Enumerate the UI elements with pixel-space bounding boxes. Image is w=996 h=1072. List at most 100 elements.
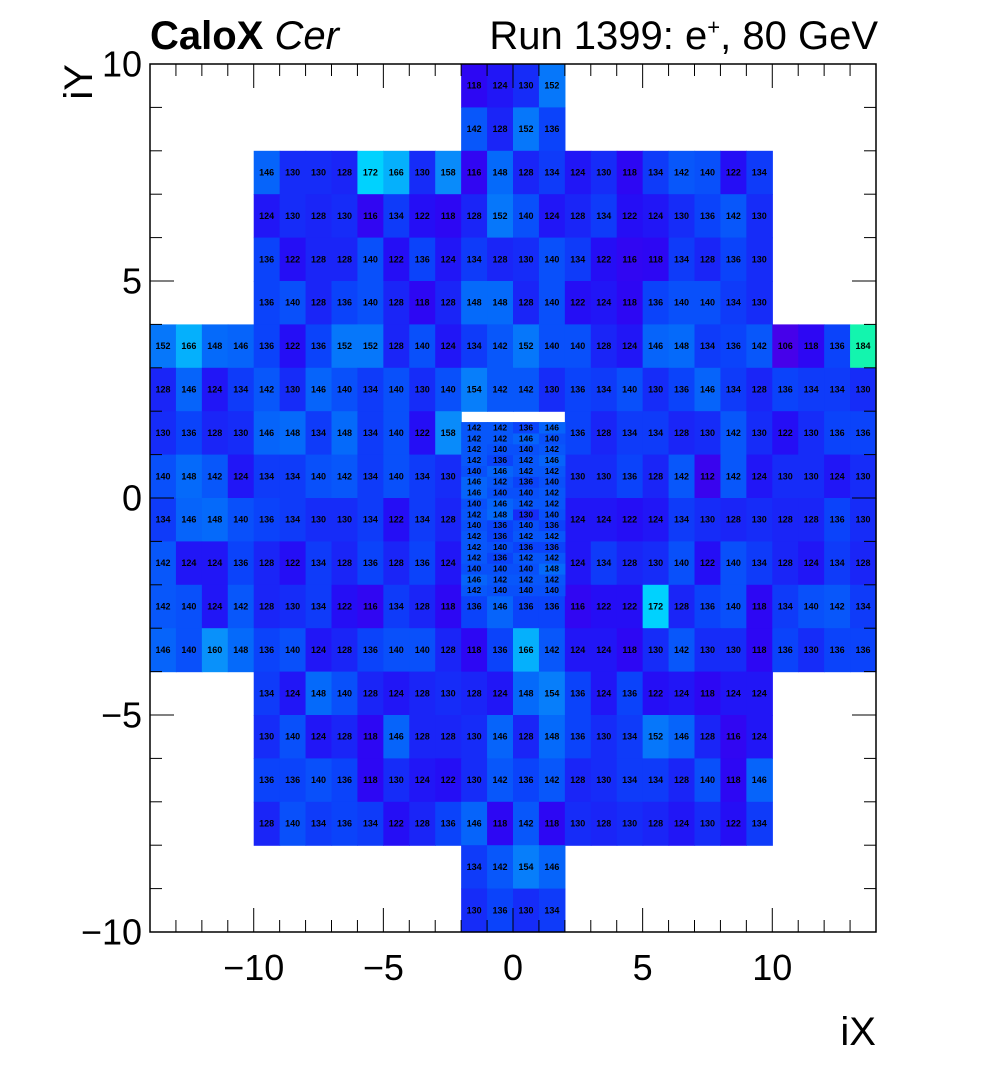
heatmap-cell [538, 508, 566, 521]
cell-value-label: 140 [415, 645, 430, 655]
heatmap-cell [564, 194, 592, 239]
cell-value-label: 142 [233, 602, 248, 612]
cell-value-label: 140 [389, 385, 404, 395]
heatmap-cell [461, 64, 488, 108]
heatmap-cell [150, 324, 177, 369]
heatmap-cell [538, 64, 566, 108]
heatmap-cell [409, 628, 436, 673]
cell-value-label: 146 [493, 498, 507, 508]
cell-value-label: 122 [441, 775, 456, 785]
cell-value-label: 134 [311, 819, 326, 829]
heatmap-cell [616, 324, 644, 369]
cell-value-label: 142 [467, 531, 481, 541]
heatmap-cell [513, 324, 540, 369]
cell-value-label: 148 [467, 298, 482, 308]
cell-value-label: 146 [648, 341, 663, 351]
cell-value-label: 146 [259, 168, 274, 178]
cell-value-label: 136 [493, 905, 508, 915]
cell-value-label: 136 [544, 602, 559, 612]
cell-value-label: 136 [259, 298, 274, 308]
cell-value-label: 116 [571, 602, 586, 612]
heatmap-cell [409, 324, 436, 369]
cell-value-label: 146 [233, 341, 248, 351]
x-axis-label: iX [840, 1010, 876, 1054]
cell-value-label: 146 [181, 385, 196, 395]
heatmap-cell [513, 150, 540, 195]
heatmap-cell [850, 324, 877, 369]
cell-value-label: 154 [518, 862, 533, 872]
cell-value-label: 140 [337, 688, 352, 698]
cell-value-label: 124 [648, 515, 663, 525]
cell-value-label: 122 [337, 602, 352, 612]
heatmap-cell [642, 541, 670, 586]
heatmap-cell [824, 367, 851, 412]
cell-value-label: 140 [544, 254, 559, 264]
cell-value-label: 134 [363, 819, 378, 829]
cell-value-label: 124 [441, 341, 456, 351]
heatmap-cell [513, 498, 540, 510]
heatmap-cell [175, 498, 203, 542]
heatmap-cell [331, 324, 359, 369]
cell-value-label: 124 [674, 819, 689, 829]
heatmap-cell [383, 758, 410, 803]
cell-value-label: 136 [726, 341, 741, 351]
heatmap-cell [357, 541, 384, 586]
cell-value-label: 118 [648, 254, 663, 264]
heatmap-cell [798, 367, 825, 412]
heatmap-cell [357, 454, 384, 499]
cell-value-label: 128 [804, 515, 819, 525]
heatmap-cell [461, 801, 488, 846]
heatmap-cell [850, 584, 877, 629]
cell-value-label: 142 [467, 422, 481, 432]
cell-value-label: 142 [493, 422, 507, 432]
cell-value-label: 136 [830, 428, 845, 438]
heatmap-cell [461, 628, 488, 673]
cell-value-label: 142 [493, 574, 507, 584]
heatmap-cell [824, 454, 851, 499]
cell-value-label: 128 [467, 688, 482, 698]
heatmap-cell [513, 508, 540, 521]
heatmap-cell [538, 758, 566, 803]
cell-value-label: 124 [648, 211, 663, 221]
heatmap-cell [227, 367, 255, 412]
heatmap-cell [227, 584, 255, 629]
cell-value-label: 118 [622, 645, 637, 655]
heatmap-cell [383, 237, 410, 282]
cell-value-label: 142 [674, 645, 689, 655]
cell-value-label: 140 [181, 602, 196, 612]
cell-value-label: 140 [519, 564, 533, 574]
cell-value-label: 142 [545, 444, 559, 454]
cell-value-label: 136 [467, 602, 482, 612]
cell-value-label: 140 [363, 254, 378, 264]
cell-value-label: 146 [493, 732, 508, 742]
cell-value-label: 140 [544, 298, 559, 308]
heatmap-cell [642, 801, 670, 846]
cell-value-label: 124 [596, 688, 611, 698]
cell-value-label: 122 [778, 428, 793, 438]
heatmap-cell [564, 324, 592, 369]
cell-value-label: 128 [778, 515, 793, 525]
heatmap-cell [461, 563, 488, 575]
heatmap-cell [253, 367, 281, 412]
heatmap-cell [824, 411, 851, 456]
heatmap-cell [461, 845, 488, 890]
heatmap-cell [850, 628, 877, 673]
cell-value-label: 124 [726, 688, 741, 698]
cell-value-label: 136 [545, 542, 559, 552]
cell-value-label: 134 [700, 341, 715, 351]
heatmap-cell [513, 443, 540, 456]
heatmap-cell [409, 715, 436, 759]
cell-value-label: 140 [285, 819, 300, 829]
cell-value-label: 136 [415, 558, 430, 568]
heatmap-cell [487, 237, 514, 282]
heatmap-cell [513, 64, 540, 108]
heatmap-cell [720, 367, 747, 412]
heatmap-cell [590, 801, 618, 846]
cell-value-label: 142 [259, 385, 274, 395]
heatmap-cell [798, 411, 825, 456]
heatmap-cell [435, 671, 462, 716]
cell-value-label: 122 [389, 515, 404, 525]
heatmap-cell [538, 801, 566, 846]
cell-value-label: 130 [311, 515, 326, 525]
cell-value-label: 140 [700, 775, 715, 785]
